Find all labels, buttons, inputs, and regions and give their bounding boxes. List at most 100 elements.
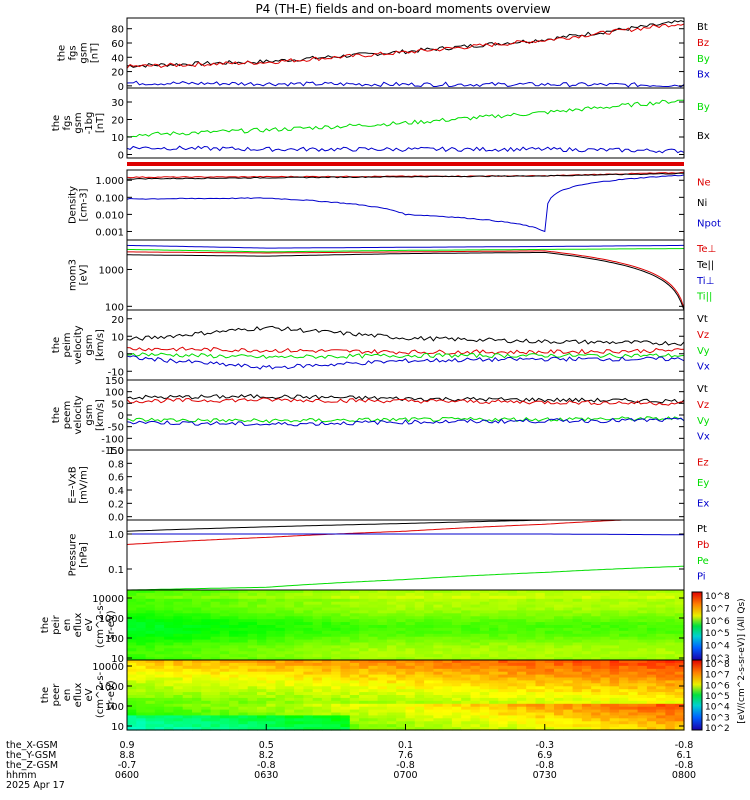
x-tick-label: -0.8	[396, 760, 415, 771]
colorbar-tick: 10^5	[705, 629, 730, 639]
x-tick-label: 0800	[672, 770, 696, 781]
x-tick-label: -0.3	[535, 740, 554, 751]
y-axis-label: thefgsgsm[nT]	[57, 42, 101, 63]
x-tick-label: 6.1	[676, 750, 691, 761]
x-tick-label: -0.7	[118, 760, 137, 771]
y-tick-label: 20	[111, 68, 124, 79]
y-axis-label: thepeerenefluxeV(cm^2-s-sr-eV)	[40, 671, 117, 718]
panel-frame	[126, 379, 685, 451]
y-tick-label: 20	[111, 315, 124, 326]
y-tick-label: -100	[101, 434, 124, 445]
y-tick-label: 80	[111, 25, 124, 36]
y-tick-label: 0.0	[108, 513, 124, 524]
y-tick-label: 1000	[99, 614, 124, 625]
y-tick-label: 10	[111, 654, 124, 665]
y-tick-label: -150	[101, 446, 124, 457]
legend-entry: Te||	[696, 260, 714, 271]
y-tick-label: 1.0	[108, 446, 124, 457]
x-tick-label: 0700	[393, 770, 417, 781]
y-tick-label: 0.8	[108, 459, 124, 470]
colorbar-tick: 10^6	[705, 617, 730, 627]
legend-entry: Npot	[697, 219, 721, 230]
y-axis-label: Density[cm-3]	[68, 186, 90, 224]
y-tick-label: 0.100	[95, 193, 124, 204]
y-axis-label: thepeemvelocitygsm[km/s]	[51, 395, 106, 434]
legend-entry: Ni	[697, 198, 707, 209]
x-tick-label: 6.9	[537, 750, 552, 761]
legend-entry: Vy	[697, 416, 710, 427]
y-tick-label: 40	[111, 53, 124, 64]
panel-peim: -10 0 10 20 thepeimvelocitygsm[km/s] Vt Vz Vy Vx	[51, 309, 710, 381]
legend-entry: Bz	[697, 38, 709, 49]
y-tick-label: 0.2	[108, 499, 124, 510]
x-tick-label: 7.6	[398, 750, 413, 761]
colorbar-tick: 10^4	[705, 703, 730, 713]
y-tick-label: 0	[118, 151, 124, 162]
legend-entry: Vt	[697, 384, 708, 395]
colorbar-tick: 10^3	[705, 713, 730, 723]
legend-entry: Vy	[697, 346, 710, 357]
x-tick-label: -0.8	[535, 760, 554, 771]
panel-efield: 0.0 0.2 0.4 0.6 0.8 1.0 E=-VxB[mV/m] Ez Ey Ex	[68, 446, 710, 524]
panel-fgs_lo: 0 10 20 30 thefgsgsm-1bg[nT] By Bx	[51, 87, 710, 162]
x-row-label: the_X-GSM	[6, 740, 58, 751]
legend-entry: Bt	[697, 22, 708, 33]
x-row-label: the_Y-GSM	[6, 750, 56, 761]
flag-bar	[127, 162, 684, 166]
y-tick-label: 100	[105, 634, 124, 645]
panel-frame	[126, 309, 685, 381]
legend-entry: Ne	[697, 177, 711, 188]
y-tick-label: 0	[118, 411, 124, 422]
colorbar-tick: 10^6	[705, 681, 730, 691]
y-tick-label: -10	[108, 367, 124, 378]
colorbar-tick: 10^4	[705, 642, 730, 652]
y-tick-label: 0.001	[95, 227, 124, 238]
colorbar: 10^8 10^7 10^6 10^5 10^4 10^3	[691, 591, 730, 664]
y-axis-label: E=-VxB[mV/m]	[68, 466, 90, 504]
x-tick-label: -0.8	[257, 760, 276, 771]
legend-entry: Ex	[697, 499, 709, 510]
y-tick-label: 10	[111, 133, 124, 144]
colorbar-tick: 10^8	[705, 592, 730, 602]
colorbar-tick: 10^7	[705, 671, 730, 681]
panel-pressure: 0.1 1.0 Pressure[nPa] Pt Pb Pe Pi	[68, 519, 709, 591]
x-tick-label: -0.8	[675, 740, 694, 751]
chart-title: P4 (TH-E) fields and on-board moments ov…	[255, 2, 550, 16]
colorbar: 10^810^710^610^510^410^310^2	[691, 659, 730, 734]
y-tick-label: 1000	[99, 682, 124, 693]
y-tick-label: 150	[105, 376, 124, 387]
legend-entry: Vx	[697, 432, 710, 443]
legend-entry: Vx	[697, 362, 710, 373]
legend-entry: Ez	[697, 457, 709, 468]
y-tick-label: 10	[111, 332, 124, 343]
y-tick-label: 100	[105, 702, 124, 713]
colorbar-tick: 10^2	[705, 724, 730, 734]
y-axis-label: Pressure[nPa]	[68, 534, 90, 577]
y-tick-label: 10	[111, 722, 124, 733]
panel-frame	[126, 449, 685, 521]
x-tick-label: 0730	[533, 770, 557, 781]
y-tick-label: 0	[118, 350, 124, 361]
legend-entry: Bx	[697, 131, 710, 142]
colorbar-label: [eV/(cm^2-s-sr-eV)] (All Qs)	[737, 598, 747, 723]
panel-peer: 10 100 1000 10000thepeerenefluxeV(cm^2-s-sr…	[40, 659, 685, 733]
panel-frame	[126, 169, 685, 241]
y-tick-label: 1.0	[108, 530, 124, 541]
y-tick-label: -50	[108, 423, 124, 434]
y-axis-label: thepeimvelocitygsm[km/s]	[51, 325, 106, 364]
y-tick-label: 50	[111, 399, 124, 410]
y-tick-label: 100	[105, 302, 124, 313]
panel-frame	[126, 87, 685, 159]
panel-fgs: 0 20 40 60 80 thefgsgsm[nT] Bt Bz By Bx	[57, 17, 710, 93]
y-tick-label: 1.000	[95, 176, 124, 187]
legend-entry: Ey	[697, 478, 709, 489]
x-tick-label: 0.5	[259, 740, 274, 751]
legend-entry: Pb	[697, 540, 709, 551]
panel-temp: 100 1000 mom3[eV] Te⊥ Te|| Ti⊥ Ti||	[68, 239, 716, 313]
legend-entry: By	[697, 102, 710, 113]
y-tick-label: 20	[111, 116, 124, 127]
y-tick-label: 0.1	[108, 565, 124, 576]
colorbar-tick: 10^7	[705, 604, 730, 614]
x-tick-label: -0.8	[675, 760, 694, 771]
